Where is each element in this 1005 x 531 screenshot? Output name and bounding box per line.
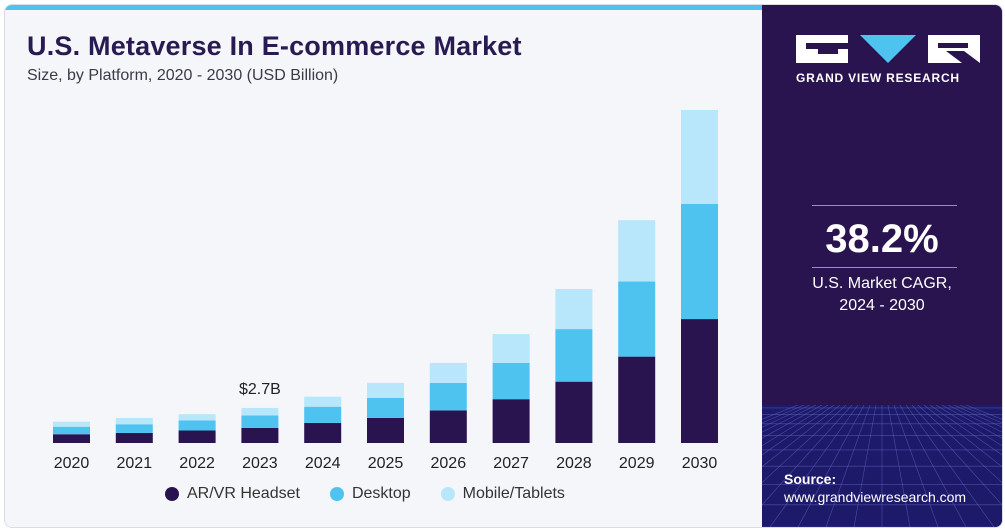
bar-2023-ar-vr-headset: [241, 427, 279, 443]
cagr-label: U.S. Market CAGR, 2024 - 2030: [762, 273, 1002, 317]
chart-panel: U.S. Metaverse In E-commerce Market Size…: [5, 5, 762, 527]
x-tick-label-2029: 2029: [619, 455, 655, 472]
bar-2021-mobile-tablets: [115, 417, 153, 425]
cagr-value: 38.2%: [825, 217, 939, 261]
bar-2025-mobile-tablets: [367, 382, 404, 398]
bar-2020-desktop: [53, 426, 90, 435]
bar-2027-mobile-tablets: [492, 334, 530, 363]
bar-2027-desktop: [492, 362, 530, 400]
x-tick-label-2022: 2022: [179, 455, 215, 472]
x-tick-label-2021: 2021: [117, 455, 153, 472]
x-tick-label-2024: 2024: [305, 455, 341, 472]
bar-2025-ar-vr-headset: [367, 417, 404, 443]
chart-title: U.S. Metaverse In E-commerce Market: [27, 31, 522, 61]
bar-2028-mobile-tablets: [555, 289, 593, 330]
annotation-2023: $2.7B: [239, 381, 281, 398]
bar-2030-mobile-tablets: [681, 110, 718, 204]
x-tick-label-2025: 2025: [368, 455, 404, 472]
bar-2023-mobile-tablets: [241, 407, 279, 416]
divider-top: [812, 205, 957, 206]
stacked-bar-chart: 2020 2021 2022 2023 $2.7B 2024 2025 2026 2027 202…: [53, 110, 718, 472]
bar-2024-desktop: [304, 406, 342, 423]
divider-middle: [812, 267, 957, 268]
chart-subtitle: Size, by Platform, 2020 - 2030 (USD Bill…: [27, 67, 339, 84]
bar-2028-ar-vr-headset: [555, 381, 593, 443]
sidebar-panel: GRAND VIEW RESEARCH 38.2% U.S. Market CA…: [762, 5, 1002, 527]
bar-2026-ar-vr-headset: [429, 410, 467, 443]
legend-swatch-mobile-tablets: [440, 487, 455, 501]
x-tick-label-2026: 2026: [431, 455, 467, 472]
bar-2022-desktop: [178, 420, 216, 431]
cagr-label-line1: U.S. Market CAGR,: [812, 275, 952, 292]
bar-2028-desktop: [555, 329, 593, 382]
brand-name: GRAND VIEW RESEARCH: [796, 71, 960, 85]
bar-2029-desktop: [618, 281, 656, 357]
legend-label-mobile-tablets: Mobile/Tablets: [462, 485, 565, 502]
bar-2020-mobile-tablets: [53, 421, 90, 427]
bar-2024-mobile-tablets: [304, 396, 342, 407]
bar-2022-ar-vr-headset: [178, 430, 216, 443]
bar-2029-mobile-tablets: [618, 220, 656, 282]
bar-2022-mobile-tablets: [178, 414, 216, 421]
legend-label-ar-vr-headset: AR/VR Headset: [187, 485, 300, 502]
bar-2023-desktop: [241, 415, 279, 428]
x-tick-label-2023: 2023: [242, 455, 278, 472]
bar-2020-ar-vr-headset: [53, 434, 90, 443]
bar-2025-desktop: [367, 397, 404, 418]
x-tick-label-2028: 2028: [556, 455, 592, 472]
x-tick-label-2027: 2027: [493, 455, 529, 472]
bar-2030-ar-vr-headset: [681, 319, 718, 443]
legend-item-mobile-tablets: Mobile/Tablets: [440, 485, 565, 503]
legend-item-desktop: Desktop: [329, 485, 411, 503]
source-url: www.grandviewresearch.com: [784, 489, 967, 505]
bar-2026-mobile-tablets: [429, 362, 467, 383]
x-tick-label-2020: 2020: [54, 455, 90, 472]
decorative-grid-background: [762, 405, 1002, 527]
bar-2026-desktop: [429, 382, 467, 411]
grand-view-research-logo-icon: [796, 35, 980, 63]
cagr-label-line2: 2024 - 2030: [839, 297, 925, 314]
bar-2030-desktop: [681, 203, 718, 320]
bar-2021-ar-vr-headset: [115, 432, 153, 443]
brand-logo: GRAND VIEW RESEARCH: [796, 35, 980, 85]
bar-2024-ar-vr-headset: [304, 422, 342, 443]
bar-2021-desktop: [115, 424, 153, 433]
accent-bar: [5, 5, 762, 10]
bar-2029-ar-vr-headset: [618, 356, 656, 443]
bar-2027-ar-vr-headset: [492, 399, 530, 443]
source-label: Source:: [784, 471, 837, 487]
legend-swatch-desktop: [329, 487, 344, 501]
chart-legend: AR/VR Headset Desktop Mobile/Tablets: [165, 485, 565, 503]
legend-swatch-ar-vr-headset: [165, 487, 179, 501]
x-tick-label-2030: 2030: [682, 455, 718, 472]
legend-item-ar-vr-headset: AR/VR Headset: [165, 485, 300, 503]
infographic-frame: U.S. Metaverse In E-commerce Market Size…: [4, 4, 1003, 528]
legend-label-desktop: Desktop: [351, 485, 411, 502]
